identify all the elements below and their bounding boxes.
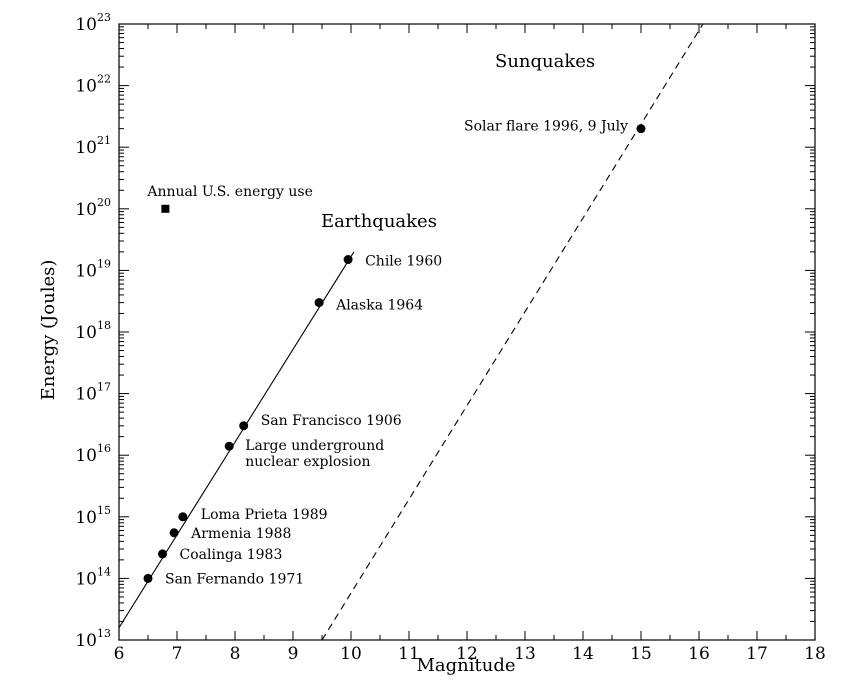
data-point bbox=[636, 124, 646, 134]
y-tick-label-base: 10 bbox=[75, 77, 97, 97]
y-axis-title: Energy (Joules) bbox=[38, 260, 59, 401]
y-tick-label-base: 10 bbox=[75, 15, 97, 35]
y-tick-label-exponent: 15 bbox=[97, 504, 111, 517]
y-tick-label-exponent: 16 bbox=[97, 442, 111, 455]
y-tick-label-base: 10 bbox=[75, 200, 97, 220]
y-tick-label: 1020 bbox=[75, 196, 111, 220]
y-tick-label-exponent: 14 bbox=[97, 565, 111, 578]
x-tick-label: 9 bbox=[288, 644, 299, 664]
x-tick-label: 6 bbox=[114, 644, 125, 664]
region-label-sunquakes: Sunquakes bbox=[495, 51, 595, 72]
x-tick-label: 8 bbox=[230, 644, 241, 664]
point-label: Armenia 1988 bbox=[190, 526, 291, 542]
point-label: San Francisco 1906 bbox=[261, 413, 402, 429]
y-tick-label: 1021 bbox=[75, 134, 111, 158]
point-label: Chile 1960 bbox=[365, 254, 442, 270]
x-tick-label: 18 bbox=[804, 644, 826, 664]
y-tick-label: 1016 bbox=[75, 442, 111, 466]
x-tick-label: 10 bbox=[340, 644, 362, 664]
y-tick-label-base: 10 bbox=[75, 323, 97, 343]
data-point bbox=[158, 549, 167, 559]
data-point bbox=[143, 573, 153, 583]
y-tick-label-exponent: 17 bbox=[97, 381, 111, 394]
point-label: Loma Prieta 1989 bbox=[201, 507, 328, 523]
y-tick-label-base: 10 bbox=[75, 138, 97, 158]
y-tick-label: 1015 bbox=[75, 504, 111, 528]
point-label: Large underground nuclear explosion bbox=[245, 438, 384, 470]
region-label-earthquakes: Earthquakes bbox=[321, 211, 437, 232]
data-point-square bbox=[161, 204, 170, 213]
x-axis-title: Magnitude bbox=[416, 655, 515, 676]
y-tick-label-base: 10 bbox=[75, 261, 97, 281]
y-tick-label: 1014 bbox=[75, 565, 111, 589]
point-label-line: Large underground bbox=[245, 438, 384, 454]
plot-lines bbox=[119, 24, 704, 640]
point-label: Annual U.S. energy use bbox=[146, 184, 312, 200]
y-tick-label-exponent: 21 bbox=[97, 134, 111, 147]
data-point bbox=[169, 528, 179, 538]
y-tick-label-base: 10 bbox=[75, 385, 97, 405]
x-tick-label: 7 bbox=[172, 644, 183, 664]
earthquake-fit-line bbox=[119, 251, 355, 628]
x-tick-label: 11 bbox=[398, 644, 420, 664]
y-tick-label: 1023 bbox=[75, 11, 111, 35]
plot-annotations: San Fernando 1971 Coalinga 1983 Armenia 19… bbox=[146, 119, 628, 588]
data-point bbox=[239, 421, 249, 431]
x-tick-label: 17 bbox=[746, 644, 768, 664]
data-point bbox=[178, 512, 188, 522]
y-tick-label: 1019 bbox=[75, 257, 111, 281]
y-tick-label-base: 10 bbox=[75, 446, 97, 466]
point-label: Coalinga 1983 bbox=[180, 547, 283, 563]
data-point bbox=[224, 441, 234, 451]
x-tick-label: 16 bbox=[688, 644, 710, 664]
y-tick-label-base: 10 bbox=[75, 508, 97, 528]
y-tick-label-exponent: 18 bbox=[97, 319, 111, 332]
plot-markers bbox=[143, 124, 646, 583]
data-point bbox=[343, 255, 353, 265]
y-tick-label-exponent: 19 bbox=[97, 257, 111, 270]
point-label: Alaska 1964 bbox=[335, 298, 423, 314]
y-tick-label-base: 10 bbox=[75, 631, 97, 651]
y-tick-label-exponent: 23 bbox=[97, 11, 111, 24]
y-tick-label: 1017 bbox=[75, 381, 111, 405]
point-label-line: nuclear explosion bbox=[245, 454, 370, 470]
y-tick-label-base: 10 bbox=[75, 569, 97, 589]
y-tick-label: 1013 bbox=[75, 627, 111, 651]
plot-axes: 6 7 8 9 10 11 12 13 14 15 16 17 18101310141015101610… bbox=[75, 11, 825, 664]
x-tick-label: 12 bbox=[456, 644, 478, 664]
y-tick-label-exponent: 22 bbox=[97, 73, 111, 86]
x-tick-label: 15 bbox=[630, 644, 652, 664]
data-point bbox=[314, 298, 324, 308]
y-tick-label-exponent: 20 bbox=[97, 196, 111, 209]
x-tick-label: 14 bbox=[572, 644, 594, 664]
sunquake-fit-line bbox=[321, 24, 704, 640]
y-tick-label: 1022 bbox=[75, 73, 111, 97]
y-tick-label-exponent: 13 bbox=[97, 627, 111, 640]
point-label: San Fernando 1971 bbox=[165, 571, 304, 587]
point-label: Solar flare 1996, 9 July bbox=[464, 119, 628, 135]
y-tick-label: 1018 bbox=[75, 319, 111, 343]
x-tick-label: 13 bbox=[514, 644, 536, 664]
